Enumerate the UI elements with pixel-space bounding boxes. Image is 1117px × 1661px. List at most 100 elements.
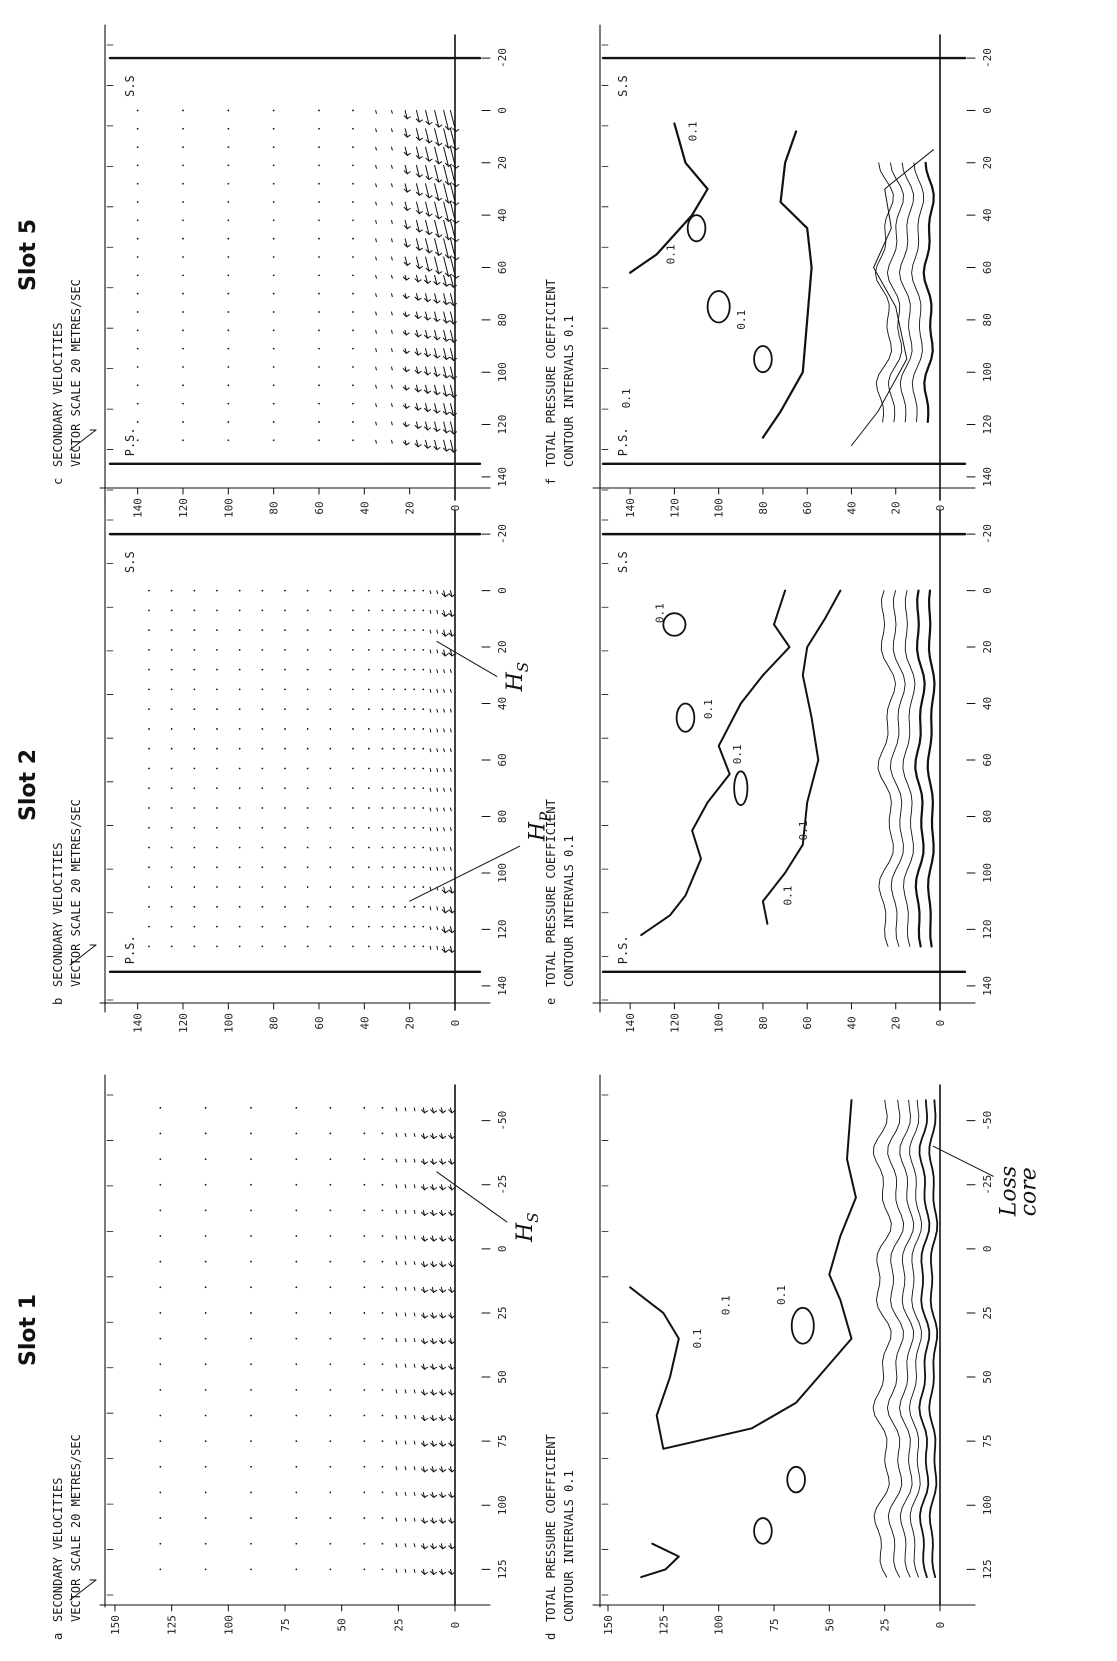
vector-arrow-a [413,1517,416,1522]
vector-dot-c [227,311,230,313]
vector-arrow-c-head [436,428,441,432]
vector-arrow-a-head [448,1109,453,1114]
vector-dot-a [381,1312,384,1314]
x-tick-label-a: 100 [496,1495,509,1515]
vector-arrow-c [449,348,454,362]
vector-dot-b [413,688,416,691]
vector-dot-c [227,366,230,368]
vector-arrow-c [375,109,377,114]
vector-arrow-c [415,146,420,160]
vector-dot-c [272,237,275,240]
vector-dot-c [318,402,320,405]
vector-dot-b [216,866,218,869]
vector-arrow-a [395,1440,398,1445]
vector-dot-b [367,866,370,869]
vector-arrow-b-head [448,948,453,953]
vector-dot-b [306,866,309,869]
vector-dot-c [136,201,139,203]
vector-arrow-c-head [424,279,429,284]
vector-arrow-c-head [427,390,432,394]
vector-dot-a [329,1260,332,1263]
annotation-loss-core-2: core [1016,1167,1041,1216]
vector-dot-b [170,905,173,908]
vector-arrow-c-head [414,296,419,301]
contour-line-f [851,149,934,446]
vector-dot-a [329,1414,332,1417]
vector-arrow-c [443,238,449,259]
vector-arrow-a [413,1107,416,1112]
vector-dot-b [404,589,407,592]
vector-arrow-c-head [417,297,422,301]
contour-line-d [918,1099,931,1578]
vector-dot-c [318,127,320,130]
vector-dot-b [392,945,395,948]
vector-dot-a [204,1440,207,1443]
y-tick-label-c: 40 [358,501,371,514]
vector-dot-b [261,609,264,612]
vector-arrow-b [436,649,439,654]
vector-arrow-b [436,609,439,614]
vector-arrow-c-head [425,139,430,144]
y-tick-label-e: 20 [890,1016,903,1029]
vector-arrow-a-head [421,1442,426,1447]
x-tick-label-f: 60 [981,261,994,274]
vector-dot-a [295,1542,298,1545]
vector-arrow-b [429,945,432,950]
vector-arrow-c-head [455,184,460,188]
vector-arrow-c [375,201,377,206]
vector-arrow-c [434,421,438,432]
vector-dot-a [329,1517,332,1519]
vector-dot-b [306,886,309,888]
vector-dot-a [295,1183,298,1186]
vector-arrow-c-head [455,165,460,169]
y-tick-label-e: 40 [845,1016,858,1029]
vector-dot-b [284,708,286,711]
vector-arrow-a [395,1389,398,1394]
vector-dot-a [329,1209,332,1212]
vector-arrow-a-head [448,1493,453,1498]
vector-arrow-a-head [424,1110,429,1114]
vector-dot-b [381,925,384,928]
vector-arrow-a [413,1312,416,1317]
vector-dot-a [295,1465,298,1468]
y-tick-label-a: 100 [222,1615,235,1635]
vector-arrow-b [436,708,439,713]
vector-arrow-c-head [455,202,460,206]
vector-arrow-c [425,329,429,339]
vector-dot-c [352,421,354,423]
vector-arrow-a-head [442,1135,447,1139]
vector-dot-a [250,1491,252,1494]
vector-dot-b [216,668,218,671]
vector-arrow-c [449,238,457,261]
vector-arrow-c-head [424,408,429,413]
y-tick-label-c: 100 [222,498,235,518]
contour-loop-f [706,290,731,324]
vector-dot-c [318,164,320,167]
x-tick-label-c: 20 [496,156,509,169]
vector-dot-b [261,708,264,711]
vector-dot-b [216,589,218,592]
vector-arrow-c [434,439,438,451]
vector-dot-b [193,668,196,671]
vector-arrow-a [413,1568,416,1573]
vector-dot-b [306,648,309,651]
x-tick-label-e: 140 [981,976,994,996]
vector-arrow-c-head [428,195,433,199]
vector-dot-a [363,1183,366,1186]
vector-arrow-c-head [406,116,411,120]
vector-dot-a [381,1568,384,1571]
vector-arrow-a [413,1184,416,1189]
vector-dot-b [216,846,218,849]
vector-dot-b [352,925,354,928]
panel-letter-a: a [51,1633,65,1640]
vector-dot-c [272,421,275,423]
vector-arrow-c-head [433,391,438,396]
vector-dot-b [148,648,150,651]
vector-arrow-c-head [405,442,410,446]
x-tick-label-b: 60 [496,753,509,766]
vector-dot-b [413,807,416,809]
vector-arrow-a-head [442,1392,447,1396]
vector-arrow-c [425,311,429,321]
vector-arrow-c-head [452,183,457,188]
y-tick-label-c: 120 [177,498,190,518]
